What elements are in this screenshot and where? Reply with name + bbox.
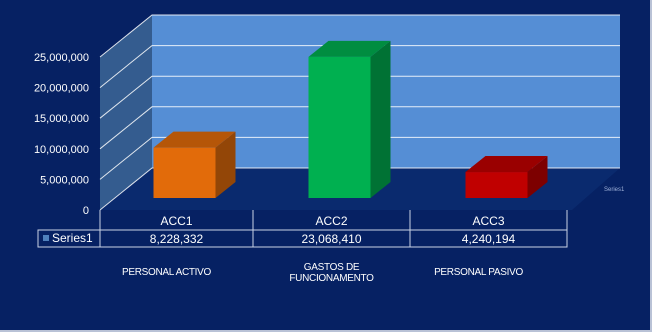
legend-key bbox=[43, 235, 49, 241]
bar-front bbox=[153, 147, 216, 198]
gridline bbox=[99, 136, 620, 180]
gridline bbox=[99, 75, 620, 119]
category-label: ACC3 bbox=[472, 214, 504, 228]
category-caption: PERSONAL PASIVO bbox=[434, 267, 523, 278]
bar-side bbox=[215, 131, 236, 198]
y-tick-label: 0 bbox=[83, 205, 89, 217]
bar-acc1 bbox=[153, 131, 236, 198]
bar-acc3 bbox=[465, 156, 548, 198]
table-row-box bbox=[37, 229, 568, 248]
y-tick-label: 15,000,000 bbox=[34, 113, 89, 125]
data-label: 23,068,410 bbox=[301, 232, 361, 246]
bar-side bbox=[370, 40, 391, 198]
category-caption: GASTOS DE FUNCIONAMENTO bbox=[289, 262, 374, 284]
series-label: Series1 bbox=[52, 231, 93, 245]
gridline bbox=[99, 167, 620, 211]
category-caption-line: FUNCIONAMENTO bbox=[289, 273, 374, 284]
data-label: 4,240,194 bbox=[462, 232, 516, 246]
y-tick-label: 10,000,000 bbox=[34, 144, 89, 156]
bar-side bbox=[527, 156, 548, 198]
gridline bbox=[99, 106, 620, 150]
category-caption-line: GASTOS DE bbox=[304, 262, 360, 273]
bar-top bbox=[465, 156, 548, 173]
gridline bbox=[99, 14, 620, 58]
y-tick-label: 5,000,000 bbox=[40, 174, 89, 186]
category-caption-line: PERSONAL ACTIVO bbox=[122, 267, 212, 278]
category-caption: PERSONAL ACTIVO bbox=[122, 267, 212, 278]
legend-entry: Series1 bbox=[604, 187, 625, 193]
y-tick-label: 25,000,000 bbox=[34, 52, 89, 64]
bar-top bbox=[153, 131, 236, 148]
category-label: ACC1 bbox=[160, 214, 192, 228]
gridline bbox=[99, 45, 620, 88]
category-caption-line: PERSONAL PASIVO bbox=[434, 267, 523, 278]
bar-top bbox=[308, 40, 391, 57]
side-wall bbox=[100, 15, 152, 210]
bar-front bbox=[465, 172, 528, 198]
bar-front bbox=[308, 56, 371, 198]
bar-acc2 bbox=[308, 40, 391, 198]
data-label: 8,228,332 bbox=[150, 232, 204, 246]
y-tick-label: 20,000,000 bbox=[34, 83, 89, 95]
category-label: ACC2 bbox=[315, 214, 347, 228]
